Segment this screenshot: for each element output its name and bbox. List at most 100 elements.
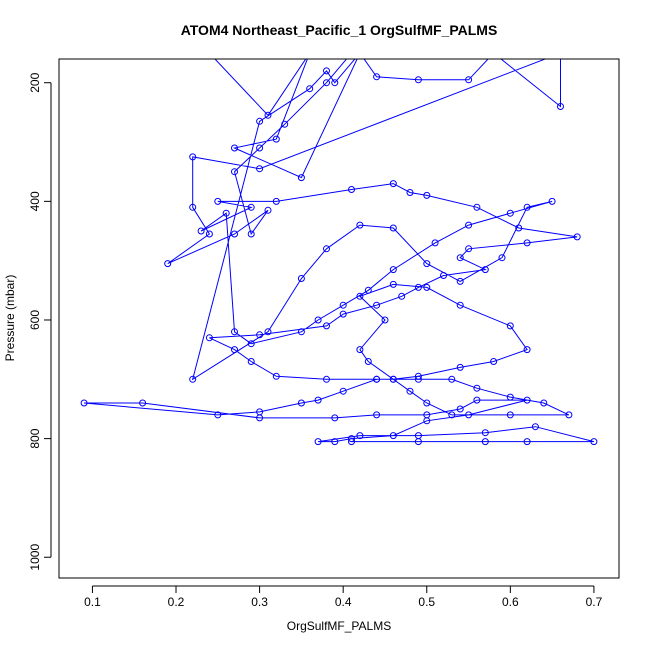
data-point bbox=[323, 375, 330, 383]
data-point bbox=[389, 224, 397, 232]
data-point bbox=[264, 328, 272, 336]
data-point bbox=[314, 316, 322, 324]
data-point bbox=[339, 301, 347, 309]
data-point bbox=[356, 292, 364, 300]
data-point bbox=[414, 375, 422, 383]
data-point bbox=[364, 286, 372, 294]
data-point bbox=[389, 375, 397, 383]
data-point bbox=[399, 50, 405, 56]
data-point bbox=[456, 277, 464, 285]
data-point bbox=[272, 197, 280, 205]
data-point bbox=[506, 322, 514, 330]
data-point bbox=[323, 245, 330, 253]
x-axis-label: OrgSulfMF_PALMS bbox=[287, 619, 391, 633]
data-point bbox=[205, 230, 213, 238]
data-point bbox=[456, 363, 464, 371]
data-point bbox=[406, 387, 414, 395]
data-point bbox=[307, 50, 313, 56]
data-point bbox=[139, 399, 147, 407]
data-point bbox=[557, 103, 564, 110]
data-point bbox=[272, 135, 280, 143]
data-point bbox=[356, 221, 364, 229]
data-point bbox=[389, 266, 397, 274]
y-tick-label: 400 bbox=[28, 191, 42, 211]
data-point bbox=[515, 224, 523, 232]
data-point bbox=[490, 358, 498, 365]
data-point bbox=[331, 79, 339, 87]
data-point bbox=[331, 438, 339, 446]
data-point bbox=[465, 245, 473, 253]
data-point bbox=[381, 316, 389, 324]
y-tick-label: 200 bbox=[28, 72, 42, 92]
data-point bbox=[406, 189, 414, 196]
data-point bbox=[348, 438, 355, 446]
y-tick-label: 600 bbox=[28, 310, 42, 330]
data-point bbox=[424, 50, 430, 56]
data-point bbox=[506, 209, 514, 217]
data-point bbox=[256, 117, 264, 125]
data-point bbox=[456, 301, 464, 309]
data-point bbox=[558, 50, 564, 56]
data-point bbox=[364, 358, 372, 365]
data-point bbox=[473, 396, 481, 404]
x-tick-label: 0.6 bbox=[502, 595, 519, 609]
data-point bbox=[473, 203, 481, 211]
data-point bbox=[414, 372, 422, 380]
data-point bbox=[565, 411, 573, 419]
data-point bbox=[466, 50, 472, 56]
data-point bbox=[523, 239, 531, 247]
x-tick-label: 0.1 bbox=[84, 595, 101, 609]
data-point bbox=[389, 180, 397, 188]
x-tick-label: 0.2 bbox=[168, 595, 185, 609]
data-point bbox=[374, 50, 380, 56]
data-point bbox=[214, 197, 222, 205]
data-point bbox=[339, 310, 347, 318]
data-point bbox=[423, 417, 431, 425]
data-point bbox=[356, 346, 364, 354]
data-point bbox=[314, 396, 322, 404]
x-tick-label: 0.3 bbox=[251, 595, 268, 609]
data-point bbox=[356, 432, 364, 440]
data-point bbox=[214, 411, 222, 419]
data-point bbox=[306, 85, 314, 93]
data-point bbox=[540, 399, 548, 407]
data-point bbox=[231, 168, 238, 176]
data-point bbox=[314, 438, 322, 446]
y-axis-label: Pressure (mbar) bbox=[3, 275, 17, 362]
data-point bbox=[297, 328, 305, 336]
data-point bbox=[373, 301, 381, 309]
data-point bbox=[247, 203, 255, 211]
data-point bbox=[449, 50, 455, 56]
data-point bbox=[448, 411, 456, 419]
data-point bbox=[256, 331, 264, 339]
data-point bbox=[423, 283, 431, 291]
data-point bbox=[323, 67, 330, 75]
data-point bbox=[357, 50, 363, 56]
data-point bbox=[357, 50, 363, 56]
data-point bbox=[481, 429, 489, 437]
data-point bbox=[456, 254, 464, 262]
data-point bbox=[264, 206, 272, 214]
data-point bbox=[423, 260, 431, 268]
x-axis: 0.1 0.2 0.3 0.4 0.5 0.6 0.7 bbox=[84, 585, 603, 609]
data-point bbox=[465, 221, 473, 229]
data-point bbox=[548, 197, 556, 205]
data-point bbox=[498, 254, 506, 262]
data-point bbox=[297, 399, 305, 407]
data-point bbox=[189, 203, 197, 211]
data-point bbox=[414, 438, 422, 446]
data-point bbox=[523, 396, 531, 404]
data-point bbox=[272, 372, 280, 380]
plot-frame bbox=[58, 58, 620, 579]
data-point bbox=[523, 203, 531, 211]
data-point bbox=[247, 340, 255, 348]
data-point bbox=[222, 209, 230, 217]
series-line bbox=[84, 59, 595, 443]
data-point bbox=[297, 174, 305, 182]
data-point bbox=[164, 260, 172, 268]
data-point bbox=[431, 239, 439, 247]
data-point bbox=[441, 50, 447, 56]
data-point bbox=[481, 266, 489, 274]
data-point bbox=[506, 393, 514, 401]
